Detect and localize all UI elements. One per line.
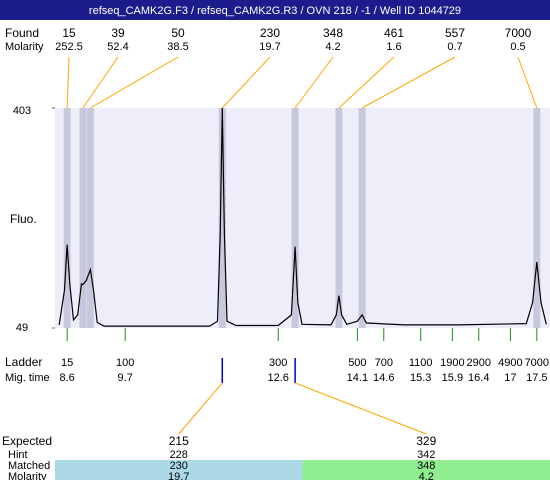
mig-time-label: Mig. time [5,372,50,384]
expected-connector [178,382,223,435]
y-tick-label: 403 [13,105,31,117]
molarity-label: Molarity [5,41,44,53]
ladder-size: 300 [269,357,287,369]
found-label: Found [5,26,39,40]
ladder-mig-time: 16.4 [468,372,489,384]
ladder-mig-time: 14.1 [347,372,368,384]
ladder-size: 100 [116,357,134,369]
trace [58,107,547,327]
ladder-mig-time: 15.3 [410,372,431,384]
ladder-mig-time: 14.6 [373,372,394,384]
plot-area [55,108,550,328]
peak-connector [90,56,179,109]
ladder-mig-time: 8.6 [59,372,74,384]
peak-band [291,108,299,328]
peak-connector [361,56,456,109]
matched-value: 230 [170,460,188,472]
peak-connector [338,56,395,109]
peak-connector [66,56,70,109]
found-size: 15 [62,26,76,40]
ladder-size: 500 [348,357,366,369]
found-size: 230 [260,26,280,40]
expected-value: 329 [416,434,436,448]
peak-connector [221,56,271,109]
peak-connector [294,56,334,109]
y-label: Fluo. [10,212,37,226]
expected-connector [294,382,427,435]
peak-band [86,108,94,328]
peak-band [79,108,87,328]
ladder-size: 700 [375,357,393,369]
chart-title: refseq_CAMK2G.F3 / refseq_CAMK2G.R3 / OV… [89,5,461,17]
found-size: 461 [384,26,404,40]
found-molarity: 52.4 [107,41,128,53]
peak-band [335,108,343,328]
title-bar [0,0,550,20]
ladder-size: 1100 [409,357,433,369]
ladder-mig-time: 17 [504,372,516,384]
ladder-mig-time: 17.5 [526,372,547,384]
ladder-mig-time: 9.7 [118,372,133,384]
found-molarity: 0.5 [510,41,525,53]
found-size: 557 [445,26,465,40]
found-molarity: 38.5 [167,41,188,53]
peak-connector [82,56,119,109]
matched-band [55,460,303,480]
ladder-size: 15 [61,357,73,369]
expected-row-label: Molarity [8,471,47,480]
found-molarity: 1.6 [386,41,401,53]
matched-molarity: 19.7 [168,471,189,480]
hint-value: 228 [170,449,188,461]
matched-value: 348 [417,460,435,472]
found-size: 7000 [505,26,532,40]
ladder-mig-time: 15.9 [442,372,463,384]
peak-band [218,108,226,328]
found-molarity: 252.5 [55,41,83,53]
peak-connector [517,56,538,109]
expected-row-label: Expected [2,434,52,448]
matched-molarity: 4.2 [419,471,434,480]
ladder-size: 4900 [498,357,522,369]
ladder-mig-time: 12.6 [268,372,289,384]
found-molarity: 19.7 [259,41,280,53]
expected-row-label: Hint [8,449,28,461]
hint-value: 342 [417,449,435,461]
found-molarity: 0.7 [447,41,462,53]
ladder-size: 2900 [467,357,491,369]
found-size: 50 [171,26,185,40]
matched-band [302,460,550,480]
ladder-size: 1900 [440,357,464,369]
found-size: 39 [111,26,125,40]
found-size: 348 [323,26,343,40]
expected-value: 215 [169,434,189,448]
expected-row-label: Matched [8,460,50,472]
peak-band [63,108,71,328]
peak-band [533,108,541,328]
ladder-size: 7000 [525,357,549,369]
ladder-label: Ladder [5,355,42,369]
peak-band [358,108,366,328]
found-molarity: 4.2 [325,41,340,53]
y-tick-label: 49 [16,322,28,334]
